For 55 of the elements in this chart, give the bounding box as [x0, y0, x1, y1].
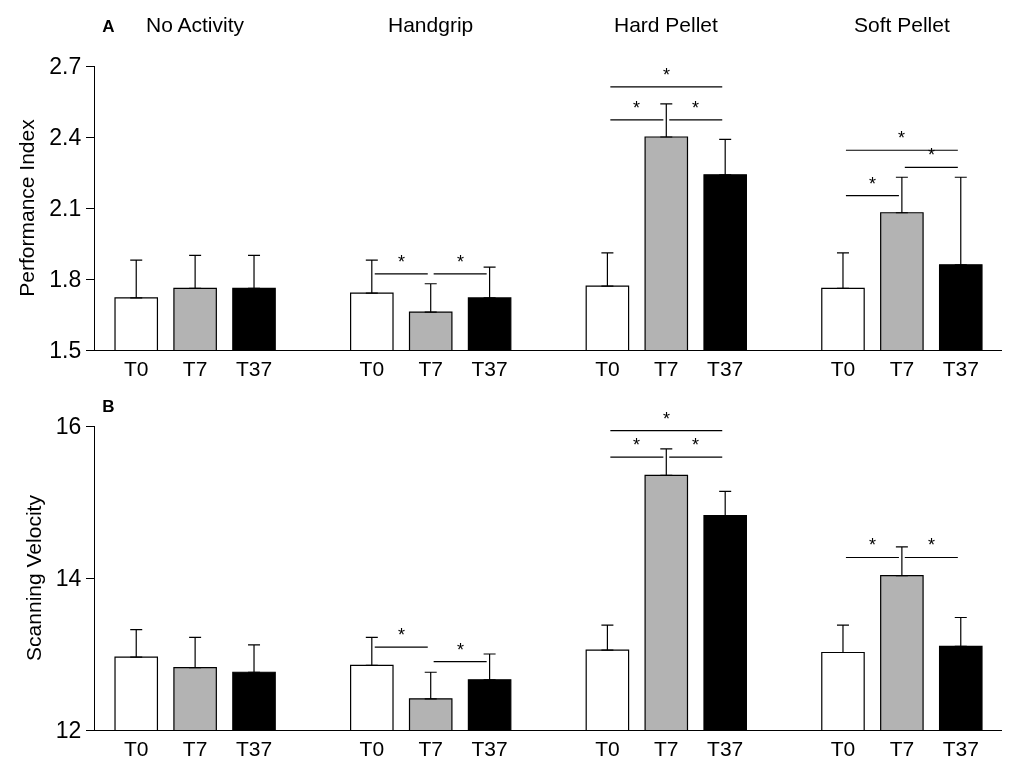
x-tick-label: T37 [707, 357, 744, 381]
y-axis-title: Scanning Velocity [21, 494, 45, 661]
annotation: * [869, 535, 877, 555]
text: No Activity [146, 13, 245, 36]
text: Hard Pellet [614, 13, 719, 36]
annotation: * [398, 252, 406, 272]
annotation: * [457, 640, 465, 660]
text: Soft Pellet [854, 13, 950, 36]
y-tick-label: 2.1 [49, 195, 82, 222]
annotation: * [398, 625, 406, 645]
y-tick-label: 16 [55, 413, 82, 440]
chart-title: B [102, 397, 115, 417]
y-tick-label: 2.4 [49, 124, 82, 151]
x-tick-label: T7 [889, 737, 915, 760]
annotation: * [869, 174, 877, 194]
x-tick-label: T7 [654, 737, 679, 760]
x-tick-label: T7 [182, 737, 208, 760]
annotation: * [692, 435, 700, 455]
annotation: * [928, 535, 936, 555]
x-tick-label: T0 [595, 737, 620, 760]
x-tick-label: T37 [471, 737, 508, 760]
x-tick-label: T37 [235, 737, 273, 760]
x-tick-label: T37 [707, 737, 744, 760]
x-tick-label: T37 [471, 357, 508, 381]
y-tick-label: 14 [55, 565, 82, 592]
chart-title: A [102, 17, 115, 37]
x-tick-label: T0 [123, 737, 149, 760]
annotation: * [633, 435, 641, 455]
y-tick-label: 1.8 [49, 266, 82, 293]
x-tick-label: T37 [235, 357, 273, 381]
x-tick-label: T7 [418, 737, 443, 760]
annotation: * [898, 128, 906, 148]
y-tick-label: 2.7 [49, 53, 82, 80]
x-tick-label: T0 [359, 357, 385, 381]
annotation: * [692, 98, 700, 118]
x-tick-label: T37 [942, 357, 979, 381]
y-tick-label: 1.5 [49, 337, 82, 364]
x-tick-label: T0 [830, 357, 856, 381]
x-tick-label: T7 [889, 357, 915, 381]
x-tick-label: T37 [942, 737, 979, 760]
annotation: * [663, 409, 671, 429]
annotation: * [928, 145, 936, 165]
x-tick-label: T0 [595, 357, 620, 381]
y-tick-label: 12 [55, 717, 82, 744]
text: Handgrip [388, 13, 474, 36]
annotation: * [633, 98, 641, 118]
x-tick-label: T7 [418, 357, 443, 381]
x-tick-label: T0 [123, 357, 149, 381]
y-axis-title: Performance Index [15, 118, 39, 297]
x-tick-label: T0 [830, 737, 856, 760]
x-tick-label: T7 [182, 357, 208, 381]
annotation: * [663, 65, 671, 85]
x-tick-label: T0 [359, 737, 385, 760]
x-tick-label: T7 [654, 357, 679, 381]
annotation: * [457, 252, 465, 272]
